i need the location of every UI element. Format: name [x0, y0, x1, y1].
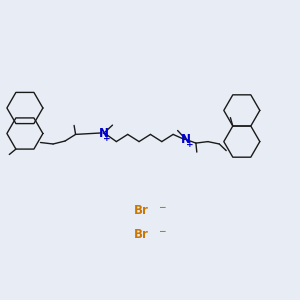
Text: −: − [158, 226, 165, 236]
Text: −: − [158, 202, 165, 211]
Text: N: N [98, 127, 109, 140]
Text: Br: Br [134, 227, 148, 241]
Text: +: + [186, 140, 194, 149]
Text: Br: Br [134, 203, 148, 217]
Text: N: N [181, 133, 191, 146]
Text: +: + [103, 134, 111, 143]
